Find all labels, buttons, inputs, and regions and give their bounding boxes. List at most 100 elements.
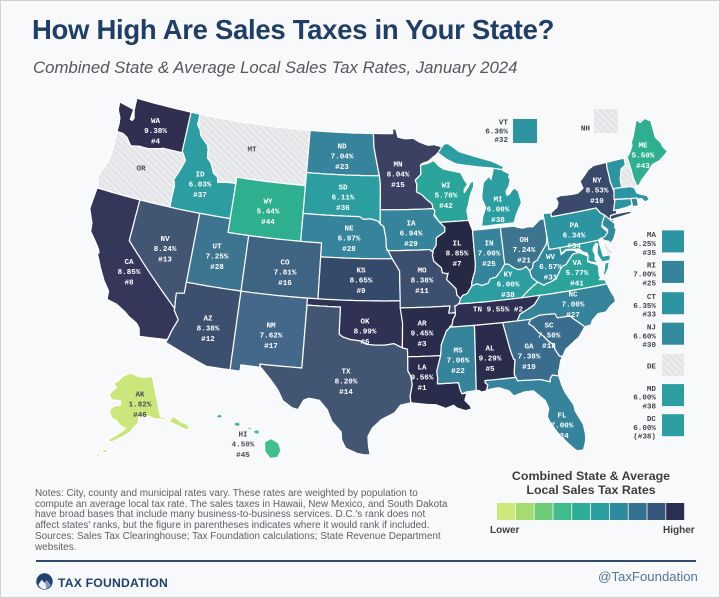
svg-text:4.50%: 4.50% xyxy=(232,442,255,450)
svg-text:#12: #12 xyxy=(201,336,215,344)
svg-text:#33: #33 xyxy=(642,312,656,320)
svg-text:5.44%: 5.44% xyxy=(257,209,280,217)
svg-text:7.00%: 7.00% xyxy=(562,302,585,310)
svg-text:CO: CO xyxy=(280,259,290,267)
svg-text:MS: MS xyxy=(453,347,463,355)
svg-text:SD: SD xyxy=(338,184,348,192)
svg-text:#27: #27 xyxy=(566,312,580,320)
svg-text:CA: CA xyxy=(124,259,134,267)
svg-text:8.20%: 8.20% xyxy=(335,379,358,387)
svg-text:NV: NV xyxy=(160,236,170,244)
svg-text:6.35%: 6.35% xyxy=(633,303,656,311)
svg-text:NE: NE xyxy=(344,225,354,233)
svg-text:9.38%: 9.38% xyxy=(144,128,167,136)
svg-text:#19: #19 xyxy=(522,364,536,372)
svg-text:#35: #35 xyxy=(642,250,656,258)
svg-text:8.85%: 8.85% xyxy=(446,251,469,259)
svg-text:5.70%: 5.70% xyxy=(435,193,458,201)
svg-text:#15: #15 xyxy=(391,182,405,190)
svg-text:AK: AK xyxy=(135,391,145,399)
svg-text:7.25%: 7.25% xyxy=(206,254,229,262)
svg-text:(#38): (#38) xyxy=(633,434,656,442)
svg-text:MT: MT xyxy=(247,147,257,155)
svg-text:#32: #32 xyxy=(494,137,508,145)
svg-text:NC: NC xyxy=(568,291,578,299)
svg-text:VT: VT xyxy=(499,120,509,128)
svg-text:AL: AL xyxy=(485,345,495,353)
svg-text:9.56%: 9.56% xyxy=(411,375,434,383)
svg-text:6.00%: 6.00% xyxy=(487,207,510,215)
svg-text:#44: #44 xyxy=(261,219,275,227)
svg-text:DC: DC xyxy=(647,416,657,424)
svg-text:#38: #38 xyxy=(501,292,515,300)
svg-text:UT: UT xyxy=(212,243,222,251)
svg-text:MN: MN xyxy=(393,161,403,169)
svg-text:8.65%: 8.65% xyxy=(350,278,373,286)
svg-text:#23: #23 xyxy=(335,164,349,172)
svg-text:#31: #31 xyxy=(544,275,558,283)
svg-text:#28: #28 xyxy=(342,246,356,254)
svg-text:7.38%: 7.38% xyxy=(518,354,541,362)
svg-text:6.00%: 6.00% xyxy=(633,395,656,403)
svg-text:SC: SC xyxy=(544,322,554,330)
svg-text:OK: OK xyxy=(360,318,370,326)
svg-text:6.03%: 6.03% xyxy=(189,182,212,190)
svg-text:#9: #9 xyxy=(356,288,366,296)
svg-text:#5: #5 xyxy=(485,366,495,374)
svg-text:WV: WV xyxy=(546,254,556,262)
svg-text:6.97%: 6.97% xyxy=(338,236,361,244)
svg-text:ND: ND xyxy=(337,143,347,151)
svg-text:7.62%: 7.62% xyxy=(260,333,283,341)
svg-text:6.34%: 6.34% xyxy=(563,233,586,241)
svg-text:WY: WY xyxy=(263,198,273,206)
svg-text:WA: WA xyxy=(151,118,161,126)
svg-text:5.77%: 5.77% xyxy=(566,270,589,278)
svg-text:#38: #38 xyxy=(491,217,505,225)
svg-text:7.50%: 7.50% xyxy=(538,333,561,341)
svg-text:KY: KY xyxy=(503,271,513,279)
svg-text:#22: #22 xyxy=(451,368,465,376)
svg-text:FL: FL xyxy=(557,412,567,420)
svg-text:#10: #10 xyxy=(590,198,604,206)
svg-text:WI: WI xyxy=(441,182,450,190)
svg-text:#18: #18 xyxy=(542,343,556,351)
svg-text:ID: ID xyxy=(195,171,205,179)
svg-text:#7: #7 xyxy=(452,261,462,269)
svg-text:OR: OR xyxy=(136,166,146,174)
svg-text:1.82%: 1.82% xyxy=(129,402,152,410)
svg-text:#21: #21 xyxy=(517,258,531,266)
svg-text:NY: NY xyxy=(592,177,602,185)
svg-text:#6: #6 xyxy=(360,339,370,347)
svg-text:#25: #25 xyxy=(642,280,656,288)
svg-text:5.50%: 5.50% xyxy=(632,153,655,161)
svg-text:NJ: NJ xyxy=(647,325,656,333)
svg-text:TX: TX xyxy=(341,368,351,376)
svg-text:#41: #41 xyxy=(570,281,584,289)
svg-text:KS: KS xyxy=(356,267,366,275)
svg-text:8.24%: 8.24% xyxy=(154,246,177,254)
svg-text:8.53%: 8.53% xyxy=(586,188,609,196)
svg-text:IL: IL xyxy=(452,240,462,248)
svg-text:9.29%: 9.29% xyxy=(479,356,502,364)
svg-text:TN 9.55% #2: TN 9.55% #2 xyxy=(473,307,524,315)
svg-text:6.60%: 6.60% xyxy=(633,333,656,341)
svg-text:7.00%: 7.00% xyxy=(633,272,656,280)
svg-text:#45: #45 xyxy=(236,452,250,460)
svg-text:#43: #43 xyxy=(636,163,650,171)
svg-text:RI: RI xyxy=(647,263,656,271)
svg-text:7.24%: 7.24% xyxy=(513,247,536,255)
svg-text:MI: MI xyxy=(493,196,502,204)
svg-text:#38: #38 xyxy=(642,404,656,412)
svg-text:6.25%: 6.25% xyxy=(633,241,656,249)
svg-text:NM: NM xyxy=(266,322,276,330)
svg-text:#1: #1 xyxy=(417,385,427,393)
svg-text:AZ: AZ xyxy=(203,315,213,323)
svg-text:7.00%: 7.00% xyxy=(478,251,501,259)
svg-text:8.38%: 8.38% xyxy=(411,278,434,286)
svg-text:#11: #11 xyxy=(415,288,429,296)
svg-text:#34: #34 xyxy=(567,243,581,251)
svg-text:LA: LA xyxy=(417,364,427,372)
svg-text:#4: #4 xyxy=(151,139,161,147)
svg-text:VA: VA xyxy=(572,260,582,268)
svg-text:MO: MO xyxy=(417,267,427,275)
